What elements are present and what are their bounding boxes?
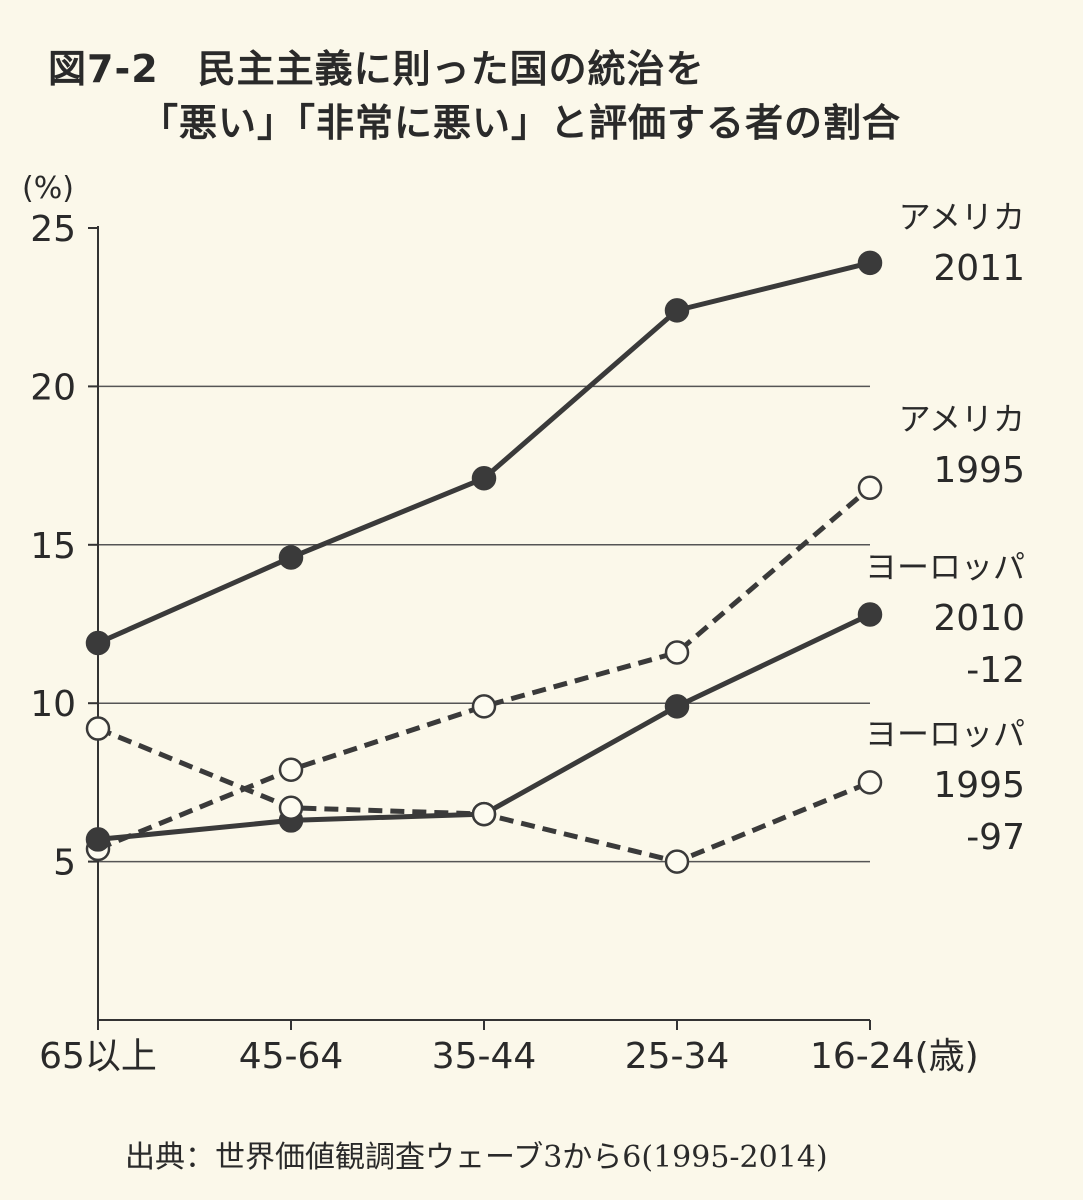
data-point <box>85 827 111 852</box>
data-point <box>664 298 690 323</box>
series-label: アメリカ <box>899 198 1025 236</box>
series-label: 1995 <box>933 765 1025 806</box>
series-label: 2010 <box>933 598 1025 639</box>
y-tick-label: 25 <box>30 209 76 250</box>
x-tick-label: 16-24(歳) <box>810 1036 979 1077</box>
y-tick-label: 15 <box>30 526 76 567</box>
source-note: 出典：世界価値観調査ウェーブ3から6(1995-2014) <box>125 1140 828 1175</box>
x-tick-label: 65以上 <box>39 1036 157 1077</box>
data-point <box>664 694 690 719</box>
series-line <box>97 485 872 852</box>
data-point <box>857 602 883 627</box>
y-tick-label: 5 <box>53 843 76 884</box>
series-line <box>97 726 871 865</box>
series-label: -97 <box>966 817 1025 858</box>
data-point <box>857 250 883 276</box>
data-point <box>278 795 304 820</box>
y-axis-label: (%) <box>22 171 74 206</box>
data-point <box>857 770 883 795</box>
series-label: アメリカ <box>899 400 1025 438</box>
series-label: -12 <box>966 650 1025 691</box>
series-label: ヨーロッパ <box>865 715 1025 753</box>
x-tick-label: 45-64 <box>239 1036 344 1077</box>
data-point <box>857 475 883 501</box>
line-chart: 5 10 15 20 25(%) 65以上 45-64 35-44 25-34 16-24(歳) ア… <box>22 171 1025 1077</box>
x-tick-label: 35-44 <box>432 1036 537 1077</box>
y-tick-label: 10 <box>30 684 76 725</box>
data-point <box>471 466 497 491</box>
data-point <box>278 545 304 570</box>
data-point <box>85 630 111 656</box>
series-label: ヨーロッパ <box>865 548 1025 586</box>
data-point <box>471 801 497 827</box>
chart-title-line-2: 「悪い」「非常に悪い」と評価する者の割合 <box>140 101 902 145</box>
data-point <box>664 849 690 874</box>
series-label: 1995 <box>933 450 1025 491</box>
chart-title-line-1: 図7-2 民主主義に則った国の統治を <box>48 47 705 91</box>
y-tick-label: 20 <box>30 367 76 408</box>
data-point <box>278 757 304 782</box>
data-point <box>471 694 497 719</box>
series-label: 2011 <box>933 248 1025 289</box>
x-tick-label: 25-34 <box>625 1036 730 1077</box>
data-point <box>85 716 111 741</box>
data-point <box>664 640 690 665</box>
